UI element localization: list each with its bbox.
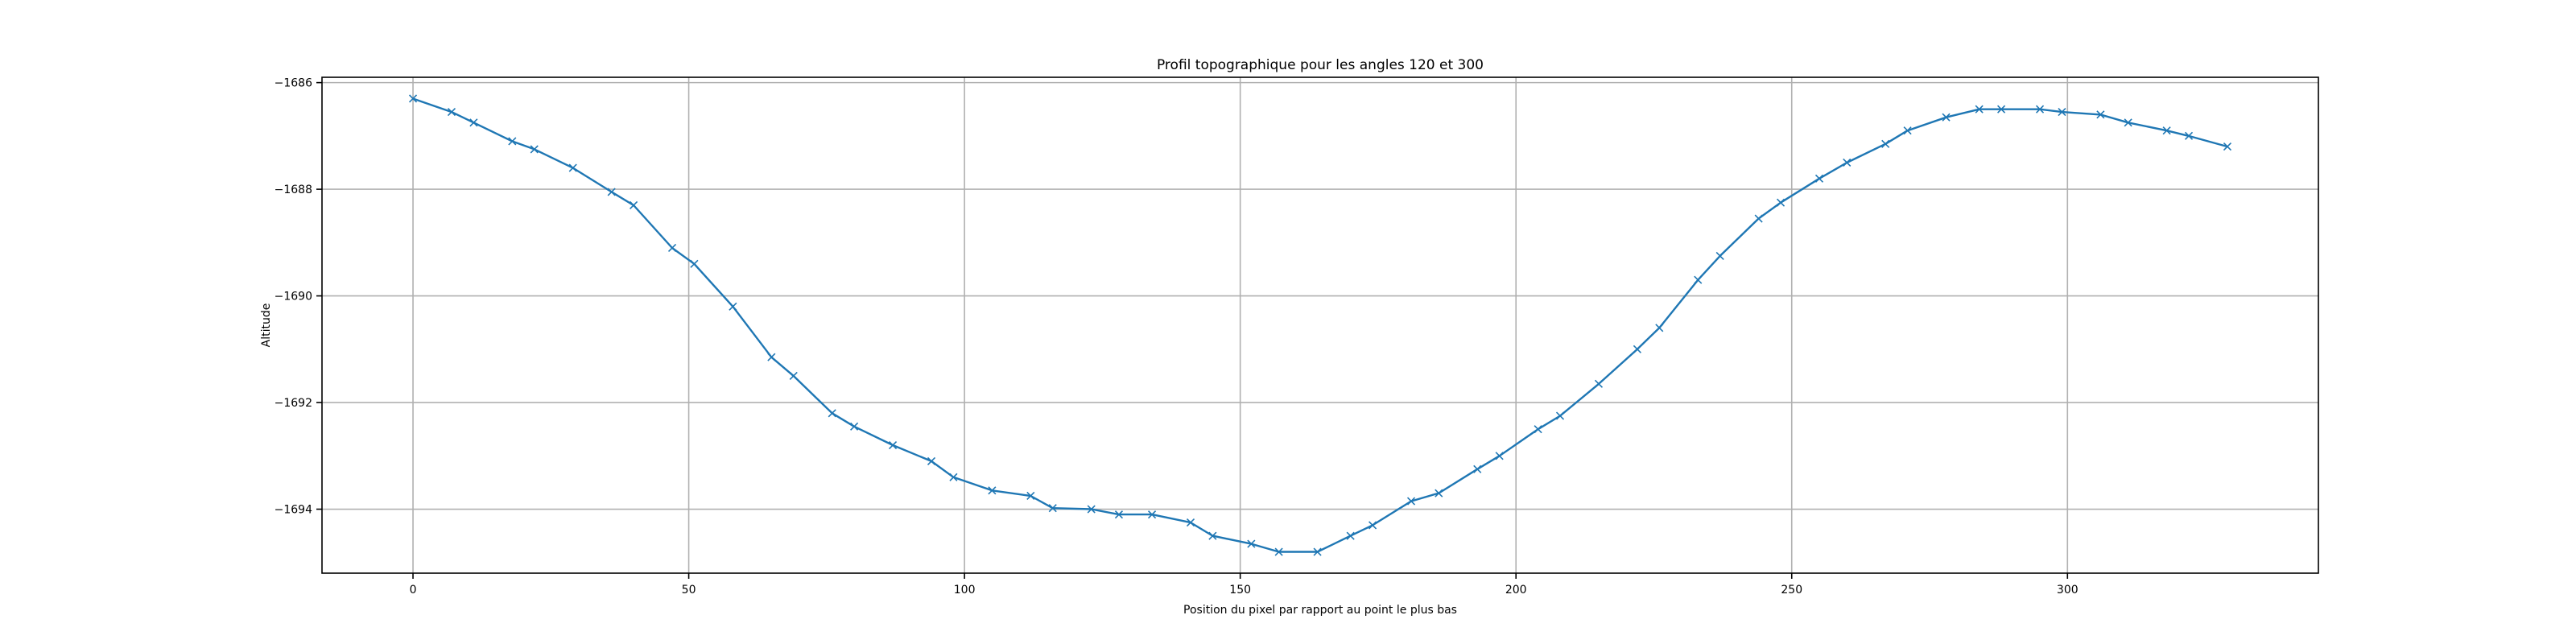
data-point-marker	[1406, 497, 1416, 506]
data-point-marker	[1147, 510, 1157, 519]
data-point-marker	[927, 456, 936, 465]
data-point-marker	[1247, 539, 1256, 548]
data-point-marker	[630, 200, 638, 210]
x-tick-label: 300	[2057, 584, 2079, 597]
data-point-marker	[1633, 345, 1641, 353]
chart-title: Profil topographique pour les angles 120…	[1157, 57, 1484, 73]
data-point-marker	[1048, 504, 1057, 513]
data-point-marker	[1473, 464, 1482, 473]
data-point-marker	[2184, 131, 2194, 140]
data-point-marker	[1435, 489, 1443, 497]
data-point-marker	[888, 440, 898, 450]
data-point-marker	[1655, 324, 1664, 332]
data-point-marker	[1026, 491, 1035, 501]
data-point-marker	[850, 422, 859, 431]
data-point-marker	[568, 163, 577, 172]
data-point-marker	[1814, 174, 1824, 183]
y-tick-label: −1688	[275, 184, 312, 196]
data-point-marker	[1997, 105, 2006, 114]
grid	[322, 77, 2318, 573]
data-point-marker	[1776, 198, 1785, 207]
data-point-marker	[1903, 126, 1912, 135]
data-point-marker	[1843, 158, 1852, 167]
data-point-marker	[729, 302, 737, 311]
data-point-marker	[1754, 214, 1763, 223]
x-tick-label: 200	[1505, 584, 1527, 597]
data-point-marker	[469, 118, 478, 127]
data-point-marker	[1694, 275, 1703, 284]
x-axis-label: Position du pixel par rapport au point l…	[1183, 604, 1457, 617]
data-point-marker	[2096, 110, 2105, 119]
series-layer	[408, 94, 2232, 556]
data-point-marker	[988, 486, 997, 495]
y-axis-label: Altitude	[260, 303, 273, 348]
y-tick-label: −1692	[275, 397, 312, 410]
data-point-marker	[1346, 531, 1355, 540]
data-point-marker	[447, 107, 456, 117]
data-point-marker	[2162, 126, 2171, 135]
y-tick-label: −1694	[275, 504, 312, 517]
data-point-marker	[667, 243, 677, 253]
data-point-marker	[1881, 139, 1890, 148]
x-tick-label: 150	[1229, 584, 1251, 597]
data-point-marker	[789, 371, 798, 380]
data-point-marker	[1555, 411, 1565, 420]
data-point-marker	[607, 188, 616, 196]
data-point-marker	[1495, 452, 1504, 460]
data-point-marker	[1975, 105, 1984, 114]
x-tick-label: 50	[682, 584, 696, 597]
data-point-marker	[1313, 547, 1322, 556]
y-tick-label: −1690	[275, 291, 312, 303]
data-point-marker	[2223, 142, 2232, 151]
data-point-marker	[1368, 521, 1377, 530]
data-point-marker	[690, 259, 699, 268]
data-point-marker	[408, 94, 418, 103]
x-tick-label: 100	[954, 584, 976, 597]
data-point-marker	[949, 473, 958, 481]
data-point-marker	[1186, 518, 1195, 527]
data-point-marker	[767, 353, 776, 361]
data-point-marker	[2124, 118, 2132, 127]
data-point-marker	[828, 409, 836, 418]
plot-frame	[321, 76, 2319, 574]
data-point-marker	[1715, 251, 1724, 260]
y-tick-label: −1686	[275, 77, 312, 90]
data-point-marker	[1087, 505, 1096, 514]
data-point-marker	[1534, 425, 1542, 434]
data-point-marker	[2035, 105, 2045, 114]
data-point-marker	[530, 145, 539, 154]
data-point-marker	[1208, 531, 1217, 540]
data-point-marker	[1942, 113, 1951, 122]
series-line	[412, 97, 2228, 553]
ticks: 0 50 100 150 200 250 300 −1694 −1692 −1690 −1688 −1…	[275, 77, 2079, 597]
data-point-marker	[1594, 379, 1604, 388]
x-tick-label: 0	[410, 584, 417, 597]
data-point-marker	[508, 137, 517, 146]
data-point-marker	[1274, 547, 1283, 556]
data-point-marker	[1114, 510, 1124, 519]
data-point-marker	[2058, 107, 2066, 117]
x-tick-label: 250	[1781, 584, 1802, 597]
